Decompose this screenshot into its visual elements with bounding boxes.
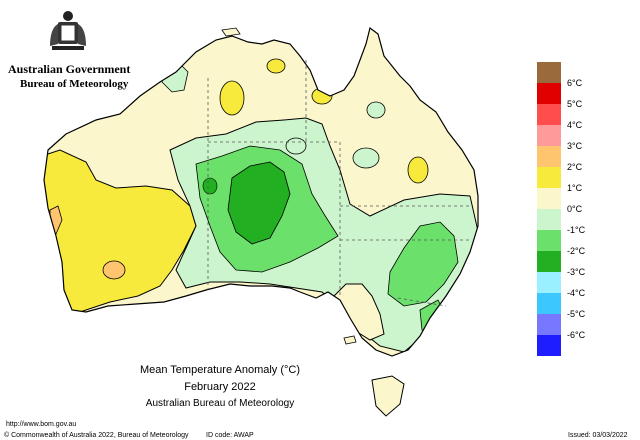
legend-swatch xyxy=(537,272,561,293)
legend-swatch xyxy=(537,293,561,314)
legend-label: 2°C xyxy=(567,162,583,172)
map-period: February 2022 xyxy=(184,381,256,393)
legend-swatch xyxy=(537,188,561,209)
footer-id-code: ID code: AWAP xyxy=(206,432,254,439)
legend-label: -5°C xyxy=(567,309,586,319)
legend-swatch xyxy=(537,125,561,146)
legend-swatch xyxy=(537,146,561,167)
footer-url[interactable]: http://www.bom.gov.au xyxy=(6,421,77,428)
legend-swatch xyxy=(537,230,561,251)
legend-swatch xyxy=(537,104,561,125)
legend-label: -4°C xyxy=(567,288,586,298)
north-coast-cool-patch xyxy=(285,137,307,155)
coat-of-arms-icon xyxy=(50,11,86,50)
government-title: Australian Government xyxy=(8,62,131,76)
legend-label: 1°C xyxy=(567,183,583,193)
north-warm-patch-1 xyxy=(219,80,245,116)
legend-swatch xyxy=(537,335,561,356)
east-cool2-region xyxy=(387,221,459,307)
legend-swatch xyxy=(537,83,561,104)
southwest-orange-patch xyxy=(102,260,126,280)
legend-swatch xyxy=(537,62,561,83)
central-small-cool3 xyxy=(202,177,218,195)
state-borders xyxy=(207,60,470,307)
tasmania xyxy=(371,375,405,417)
legend-swatch xyxy=(537,209,561,230)
kangaroo-island xyxy=(343,335,357,345)
legend-swatch xyxy=(537,314,561,335)
legend-label: -1°C xyxy=(567,225,586,235)
legend-label: 3°C xyxy=(567,141,583,151)
map-source: Australian Bureau of Meteorology xyxy=(145,398,295,409)
legend-swatch xyxy=(537,251,561,272)
footer-issued: Issued: 03/03/2022 xyxy=(568,432,628,439)
map-title: Mean Temperature Anomaly (°C) xyxy=(139,364,301,376)
cape-york-cool-patch xyxy=(366,101,386,119)
melville-island xyxy=(221,27,241,37)
north-warm-patch-2 xyxy=(266,58,286,74)
queensland-warm-patch xyxy=(407,156,429,184)
legend-label: 5°C xyxy=(567,99,583,109)
legend-label: 6°C xyxy=(567,78,583,88)
legend-label: -3°C xyxy=(567,267,586,277)
central-cool3-region xyxy=(227,161,291,245)
footer-copyright: © Commonwealth of Australia 2022, Bureau… xyxy=(4,432,189,439)
legend-label: -6°C xyxy=(567,330,586,340)
legend-label: 0°C xyxy=(567,204,583,214)
bureau-title: Bureau of Meteorology xyxy=(20,78,129,90)
queensland-cool-patch xyxy=(352,147,380,169)
legend-label: -2°C xyxy=(567,246,586,256)
legend-swatch xyxy=(537,167,561,188)
legend-label: 4°C xyxy=(567,120,583,130)
